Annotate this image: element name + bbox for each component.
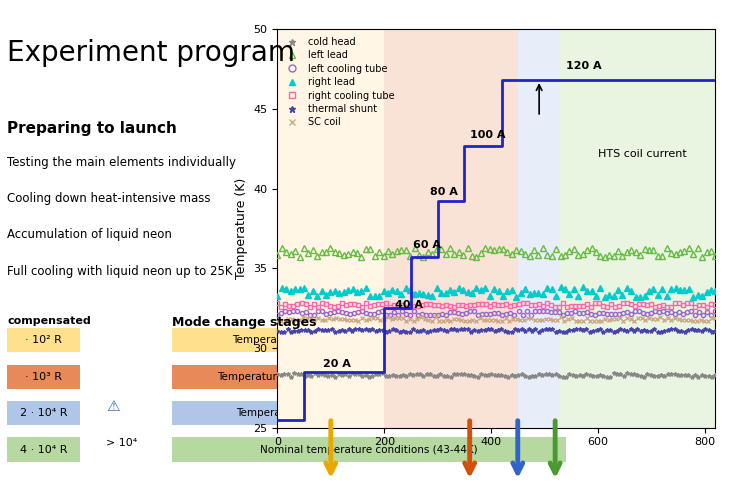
Text: 40 A: 40 A xyxy=(395,300,423,310)
Text: 2 · 10⁴ R: 2 · 10⁴ R xyxy=(20,408,68,418)
Bar xyxy=(277,29,384,428)
Text: HTS coil current: HTS coil current xyxy=(598,149,687,159)
Bar xyxy=(561,29,715,428)
Text: · 10³ R: · 10³ R xyxy=(26,372,62,382)
Text: > 10⁴: > 10⁴ xyxy=(106,438,137,448)
Text: Temperatures rise due to losses on current leads (33-42K): Temperatures rise due to losses on curre… xyxy=(218,372,520,382)
Text: 80 A: 80 A xyxy=(430,187,458,197)
Text: 60 A: 60 A xyxy=(412,240,440,249)
Text: Preparing to launch: Preparing to launch xyxy=(7,122,177,137)
Text: Testing the main elements individually: Testing the main elements individually xyxy=(7,156,237,169)
Y-axis label: Temperature (K): Temperature (K) xyxy=(235,178,248,279)
Text: 120 A: 120 A xyxy=(566,61,602,71)
Text: Nominal temperature conditions (43-44K): Nominal temperature conditions (43-44K) xyxy=(260,445,477,454)
Text: 100 A: 100 A xyxy=(469,130,505,139)
Bar xyxy=(518,29,561,428)
Text: 20 A: 20 A xyxy=(323,359,350,369)
Text: Full cooling with liquid neon up to 25K: Full cooling with liquid neon up to 25K xyxy=(7,265,233,278)
Text: Temperatures are constant (25-33K): Temperatures are constant (25-33K) xyxy=(232,335,421,345)
Text: compensated: compensated xyxy=(7,316,91,326)
Text: Cooling down heat-intensive mass: Cooling down heat-intensive mass xyxy=(7,192,211,205)
Bar xyxy=(384,29,518,428)
Text: Accumulation of liquid neon: Accumulation of liquid neon xyxy=(7,228,172,242)
Legend: cold head, left lead, left cooling tube, right lead, right cooling tube, thermal: cold head, left lead, left cooling tube,… xyxy=(283,34,397,130)
Text: Mode change stages: Mode change stages xyxy=(172,316,316,329)
Text: · 10² R: · 10² R xyxy=(26,335,62,345)
Text: Experiment program: Experiment program xyxy=(7,39,296,67)
Text: Temperature stabilization (42-43K): Temperature stabilization (42-43K) xyxy=(236,408,418,418)
Text: ⚠: ⚠ xyxy=(106,399,120,414)
Text: 4 · 10⁴ R: 4 · 10⁴ R xyxy=(20,445,68,454)
